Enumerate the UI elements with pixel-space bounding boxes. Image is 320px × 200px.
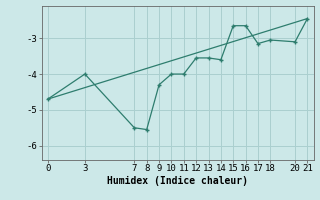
X-axis label: Humidex (Indice chaleur): Humidex (Indice chaleur) [107, 176, 248, 186]
